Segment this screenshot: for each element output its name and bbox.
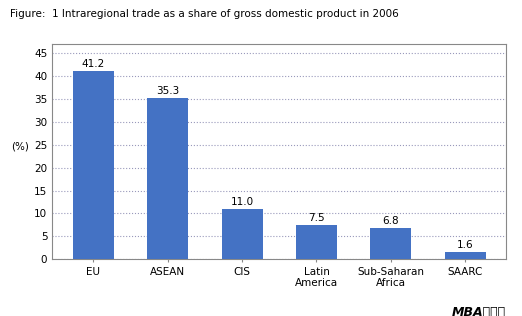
Text: 7.5: 7.5 [308,213,325,223]
Bar [73,71,114,259]
Text: MBA论文网: MBA论文网 [452,306,506,316]
Bar [222,209,263,259]
Text: 1.6: 1.6 [457,240,473,250]
Bar [445,252,485,259]
Bar [371,228,411,259]
Text: 35.3: 35.3 [156,86,180,96]
Text: 11.0: 11.0 [231,197,254,207]
Bar [296,225,337,259]
Text: 6.8: 6.8 [383,216,399,226]
Bar [147,98,188,259]
Text: Figure:  1 Intraregional trade as a share of gross domestic product in 2006: Figure: 1 Intraregional trade as a share… [10,9,399,20]
Y-axis label: (%): (%) [11,142,29,152]
Text: 41.2: 41.2 [81,59,105,69]
